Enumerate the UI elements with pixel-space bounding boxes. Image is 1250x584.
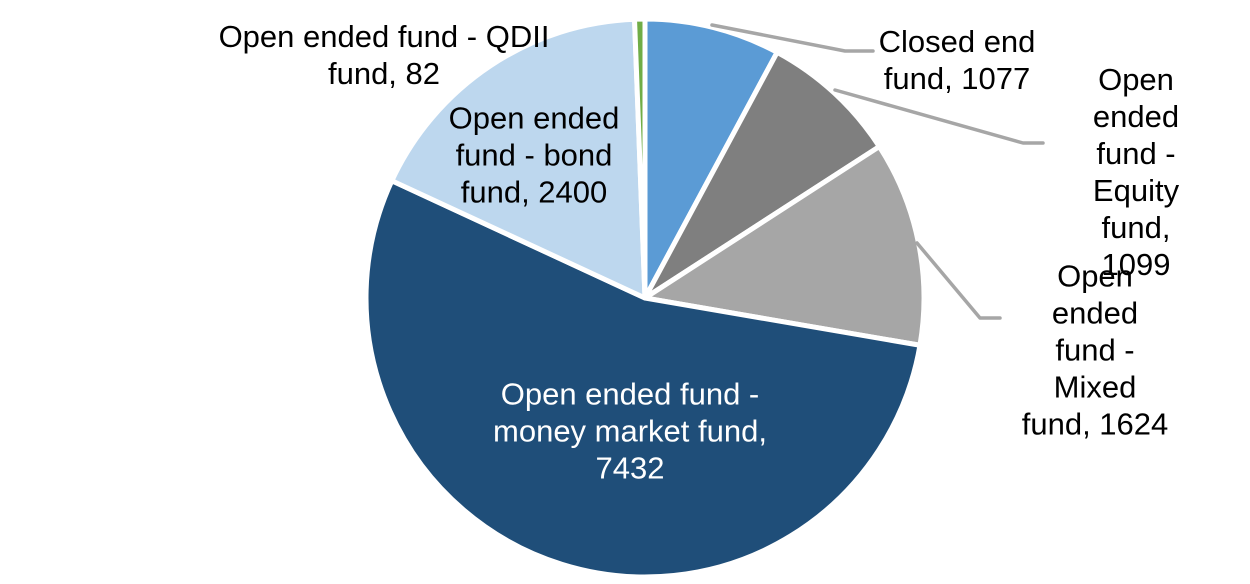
pie-slices [363,16,927,580]
leader-line-open-ended-mixed-fund [915,241,1002,320]
pie-slice-open-ended-money-market-fund [363,178,923,580]
pie-slice-open-ended-equity-fund [642,49,882,301]
pie-slice-closed-end-fund [642,16,780,301]
pie-slice-open-ended-bond-fund [389,16,648,301]
leader-line-open-ended-equity-fund [833,88,1045,145]
leader-lines [710,23,1045,320]
pie-slice-open-ended-qdii-fund [632,16,648,301]
leader-line-closed-end-fund [710,23,875,53]
